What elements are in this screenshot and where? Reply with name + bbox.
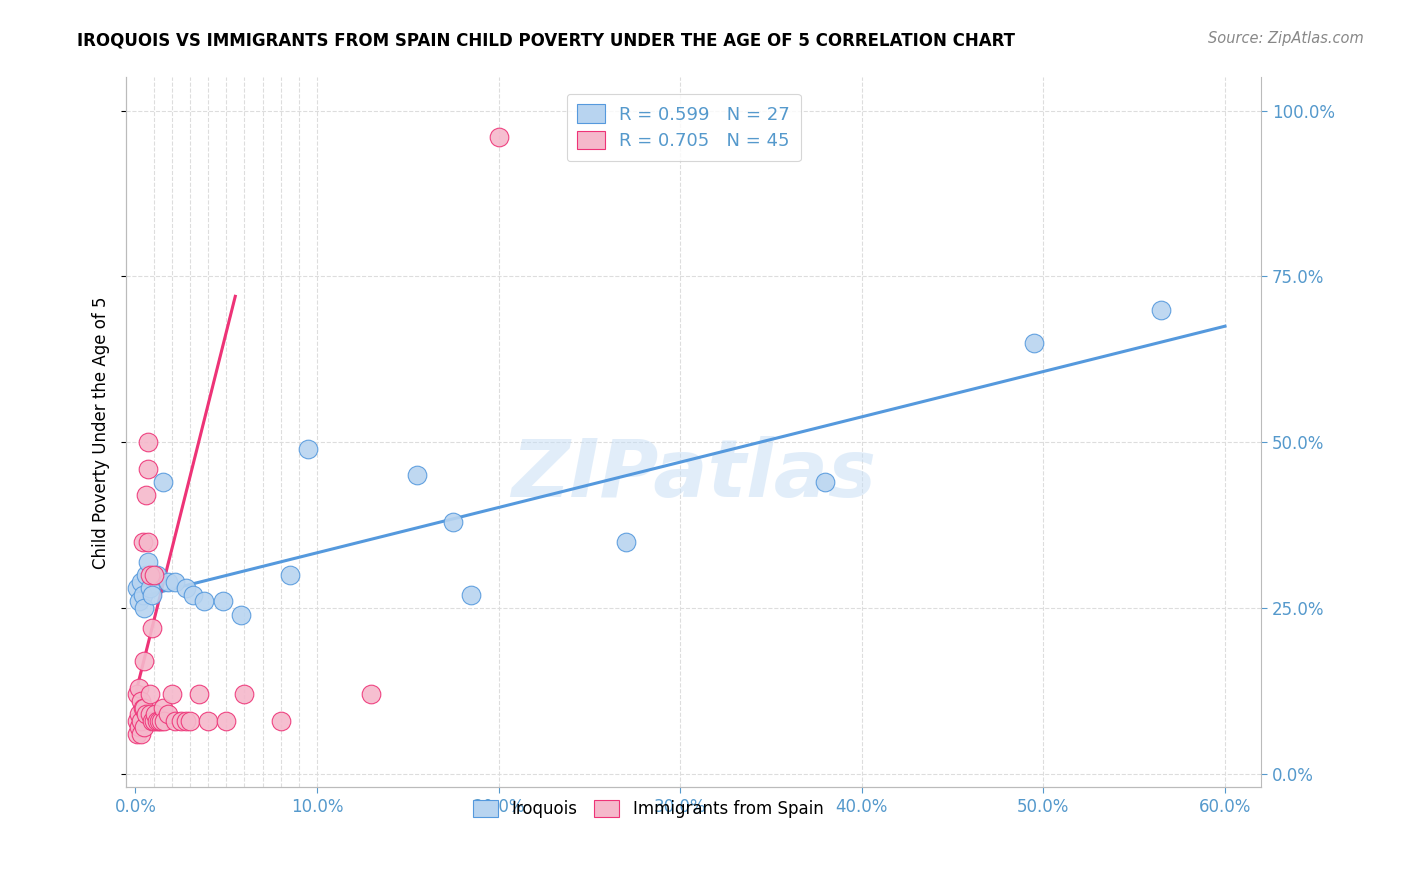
- Point: [160, 687, 183, 701]
- Point: [170, 714, 193, 728]
- Point: [233, 687, 256, 701]
- Point: [441, 515, 464, 529]
- Legend: Iroquois, Immigrants from Spain: Iroquois, Immigrants from Spain: [467, 794, 830, 825]
- Point: [139, 687, 162, 701]
- Point: [127, 687, 149, 701]
- Point: [1150, 302, 1173, 317]
- Point: [136, 435, 159, 450]
- Point: [136, 534, 159, 549]
- Point: [129, 727, 152, 741]
- Point: [136, 555, 159, 569]
- Point: [152, 475, 174, 489]
- Point: [187, 687, 209, 701]
- Point: [488, 130, 510, 145]
- Point: [131, 534, 153, 549]
- Point: [614, 534, 637, 549]
- Point: [129, 714, 152, 728]
- Point: [141, 621, 163, 635]
- Point: [157, 574, 180, 589]
- Point: [141, 588, 163, 602]
- Point: [128, 681, 150, 695]
- Point: [165, 574, 187, 589]
- Point: [139, 568, 162, 582]
- Point: [157, 707, 180, 722]
- Point: [174, 714, 197, 728]
- Point: [360, 687, 382, 701]
- Point: [129, 694, 152, 708]
- Point: [183, 588, 205, 602]
- Point: [174, 581, 197, 595]
- Point: [139, 707, 162, 722]
- Point: [165, 714, 187, 728]
- Point: [127, 581, 149, 595]
- Point: [135, 488, 157, 502]
- Point: [129, 574, 152, 589]
- Point: [142, 568, 165, 582]
- Point: [297, 442, 319, 456]
- Text: Source: ZipAtlas.com: Source: ZipAtlas.com: [1208, 31, 1364, 46]
- Point: [135, 568, 157, 582]
- Point: [141, 714, 163, 728]
- Y-axis label: Child Poverty Under the Age of 5: Child Poverty Under the Age of 5: [93, 296, 110, 568]
- Point: [153, 714, 176, 728]
- Point: [134, 601, 156, 615]
- Point: [229, 607, 252, 622]
- Point: [146, 714, 169, 728]
- Point: [1024, 335, 1046, 350]
- Point: [143, 707, 166, 722]
- Point: [128, 721, 150, 735]
- Point: [460, 588, 482, 602]
- Point: [139, 581, 162, 595]
- Point: [211, 594, 233, 608]
- Point: [127, 714, 149, 728]
- Point: [142, 714, 165, 728]
- Point: [127, 727, 149, 741]
- Point: [136, 462, 159, 476]
- Point: [197, 714, 219, 728]
- Point: [152, 700, 174, 714]
- Point: [128, 594, 150, 608]
- Point: [278, 568, 301, 582]
- Point: [149, 714, 172, 728]
- Point: [134, 721, 156, 735]
- Point: [405, 468, 427, 483]
- Text: ZIPatlas: ZIPatlas: [512, 436, 876, 514]
- Point: [179, 714, 201, 728]
- Point: [131, 588, 153, 602]
- Point: [148, 714, 170, 728]
- Point: [270, 714, 292, 728]
- Point: [135, 707, 157, 722]
- Text: IROQUOIS VS IMMIGRANTS FROM SPAIN CHILD POVERTY UNDER THE AGE OF 5 CORRELATION C: IROQUOIS VS IMMIGRANTS FROM SPAIN CHILD …: [77, 31, 1015, 49]
- Point: [134, 654, 156, 668]
- Point: [131, 700, 153, 714]
- Point: [814, 475, 837, 489]
- Point: [128, 707, 150, 722]
- Point: [146, 568, 169, 582]
- Point: [193, 594, 215, 608]
- Point: [215, 714, 238, 728]
- Point: [134, 700, 156, 714]
